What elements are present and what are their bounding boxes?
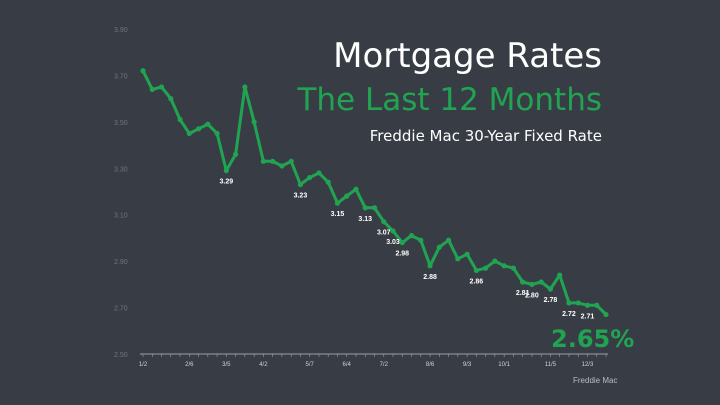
data-point [381,219,387,225]
y-tick-label: 3.30 [114,166,128,173]
data-point [195,126,202,132]
x-tick-label: 9/3 [463,362,472,368]
data-point [140,68,146,74]
data-point [408,233,415,239]
data-point [307,174,313,181]
data-point [603,311,609,318]
data-point [445,237,452,243]
x-tick-label: 12/3 [582,362,594,368]
data-point [529,281,535,287]
data-point [538,279,544,285]
data-point [288,158,294,164]
data-point [205,121,211,127]
data-point [501,263,507,269]
data-label: 2.81 [516,290,530,297]
data-point [242,84,248,90]
data-point [353,186,359,192]
data-label: 2.80 [525,292,539,299]
data-point [473,267,479,274]
data-point [594,302,600,308]
chart-title: Mortgage Rates [333,36,602,76]
chart-subtitle: The Last 12 Months [297,82,602,118]
data-label: 3.03 [386,239,400,246]
data-point [186,130,192,137]
final-value-label: 2.65% [551,325,635,353]
data-point [455,256,461,262]
data-point [177,116,183,123]
data-label: 2.88 [423,274,437,281]
data-point [427,263,433,269]
data-label: 2.86 [470,278,484,285]
y-tick-label: 3.50 [114,120,128,127]
x-tick-label: 4/2 [259,362,268,368]
x-axis-ticks: 1/2 2/6 3/5 4/2 5/7 6/4 7/2 8/6 9/3 10/1 11/5 12/3 [139,354,607,368]
data-point [390,228,396,234]
data-point [510,265,516,271]
data-point [464,251,470,257]
data-point [520,279,526,285]
rate-series-points [140,68,609,318]
data-point [260,158,266,164]
data-label: 2.78 [544,297,558,304]
data-label: 2.72 [562,311,576,318]
x-tick-label: 5/7 [306,362,315,368]
data-point [566,300,572,306]
data-point [483,265,489,271]
data-point [149,86,155,92]
y-tick-label: 2.70 [114,306,128,313]
x-tick-label: 11/5 [545,362,557,368]
data-point [223,168,229,174]
x-tick-label: 7/2 [380,362,389,368]
y-tick-label: 3.70 [114,73,128,80]
data-point [334,200,341,206]
data-point [344,193,350,199]
data-point [214,130,220,137]
data-point [158,84,165,90]
data-point [362,205,368,211]
data-label: 2.71 [581,313,595,320]
data-point [233,151,239,157]
data-point [371,205,378,211]
data-point [557,272,563,278]
data-labels: 3.29 3.23 3.15 3.13 3.07 3.03 2.98 2.88 2.86 2.81… [220,179,595,321]
x-tick-label: 6/4 [343,362,352,368]
x-tick-label: 3/5 [222,362,231,368]
data-label: 3.23 [294,193,308,200]
data-point [251,119,257,125]
x-tick-label: 1/2 [139,362,148,368]
data-point [584,302,591,308]
data-point [270,158,276,164]
data-point [325,179,331,185]
source-label: Freddie Mac [573,376,618,385]
data-point [575,300,581,306]
data-point [492,258,498,264]
x-tick-label: 8/6 [426,362,435,368]
y-tick-label: 3.10 [114,213,128,220]
data-label: 3.07 [377,230,391,237]
data-label: 3.15 [331,211,345,218]
data-point [436,244,442,250]
y-tick-label: 2.90 [114,259,128,266]
data-point [547,286,554,292]
y-axis-ticks: 3.90 3.70 3.50 3.30 3.10 2.90 2.70 2.50 [114,27,128,359]
x-tick-label: 2/6 [185,362,194,368]
data-point [316,170,322,176]
data-label: 3.13 [358,216,372,223]
x-tick-label: 10/1 [498,362,510,368]
y-tick-label: 3.90 [114,27,128,34]
series-label: Freddie Mac 30-Year Fixed Rate [369,127,602,145]
data-point [418,237,424,243]
data-point [279,163,285,169]
data-label: 3.29 [220,179,234,186]
data-point [297,181,304,188]
data-point [399,239,405,246]
data-point [168,96,174,102]
y-tick-label: 2.50 [114,352,128,359]
data-label: 2.98 [395,251,409,258]
